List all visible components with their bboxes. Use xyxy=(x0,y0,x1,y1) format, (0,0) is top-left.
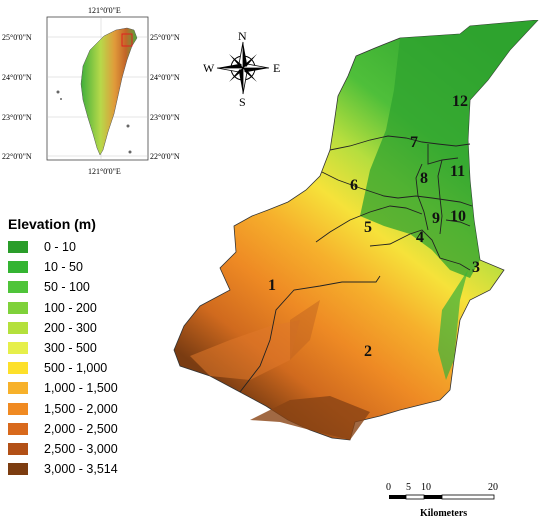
inset-lat-right-3: 22°0'0"N xyxy=(150,152,180,161)
scale-bar: 0 5 10 20 Kilometers xyxy=(386,482,498,519)
district-label-10: 10 xyxy=(450,208,466,225)
legend-swatch xyxy=(8,402,28,415)
legend-label: 200 - 300 xyxy=(44,320,97,335)
legend-item: 1,500 - 2,000 xyxy=(8,399,118,419)
elevation-legend: 0 - 10 10 - 50 50 - 100 100 - 200 200 - 300 3… xyxy=(8,237,118,479)
legend-swatch xyxy=(8,241,28,254)
compass-e: E xyxy=(273,61,280,75)
inset-lat-left-2: 23°0'0"N xyxy=(2,113,32,122)
legend-item: 0 - 10 xyxy=(8,237,118,257)
legend-item: 10 - 50 xyxy=(8,257,118,277)
legend-label: 2,500 - 3,000 xyxy=(44,441,118,456)
legend-title: Elevation (m) xyxy=(8,216,96,232)
legend-swatch xyxy=(8,362,28,375)
coastal-plain xyxy=(360,20,538,278)
inset-map: 121°0'0"E 121°0'0"E 25°0'0"N 24°0'0"N 23… xyxy=(2,6,180,176)
inset-lat-left-0: 25°0'0"N xyxy=(2,33,32,42)
legend-label: 300 - 500 xyxy=(44,341,97,356)
scale-tick-20: 20 xyxy=(488,482,498,493)
scale-tick-0: 0 xyxy=(386,482,391,493)
green-island xyxy=(126,124,130,128)
legend-swatch xyxy=(8,382,28,395)
compass-n: N xyxy=(238,30,247,43)
legend-label: 0 - 10 xyxy=(44,240,76,255)
legend-label: 500 - 1,000 xyxy=(44,361,108,376)
compass-rose: N S E W xyxy=(203,30,280,108)
inset-bottom-lon-label: 121°0'0"E xyxy=(88,167,121,176)
legend-swatch xyxy=(8,281,28,294)
district-boundaries xyxy=(239,135,473,393)
legend-label: 1,000 - 1,500 xyxy=(44,381,118,396)
district-label-3: 3 xyxy=(472,259,480,276)
district-label-12: 12 xyxy=(452,93,468,110)
legend-swatch xyxy=(8,321,28,334)
legend-item: 50 - 100 xyxy=(8,277,118,297)
district-label-1: 1 xyxy=(268,277,276,294)
penghu-islands xyxy=(56,90,60,94)
legend-swatch xyxy=(8,442,28,455)
district-label-2: 2 xyxy=(364,343,372,360)
district-label-7: 7 xyxy=(410,134,418,151)
taiwan-island xyxy=(80,27,138,156)
district-label-9: 9 xyxy=(432,210,440,227)
legend-item: 500 - 1,000 xyxy=(8,358,118,378)
study-area-marker xyxy=(121,33,133,47)
inset-lat-right-2: 23°0'0"N xyxy=(150,113,180,122)
legend-label: 2,000 - 2,500 xyxy=(44,421,118,436)
district-label-11: 11 xyxy=(450,163,465,180)
legend-item: 100 - 200 xyxy=(8,298,118,318)
legend-label: 3,000 - 3,514 xyxy=(44,462,118,477)
inset-lat-left-1: 24°0'0"N xyxy=(2,73,32,82)
scale-unit: Kilometers xyxy=(420,508,467,519)
legend-swatch xyxy=(8,261,28,274)
legend-item: 200 - 300 xyxy=(8,318,118,338)
legend-label: 100 - 200 xyxy=(44,300,97,315)
legend-swatch xyxy=(8,342,28,355)
legend-swatch xyxy=(8,301,28,314)
elevation-map: 1 2 3 4 5 6 7 8 9 10 11 12 xyxy=(173,20,539,441)
legend-label: 10 - 50 xyxy=(44,260,83,275)
district-label-6: 6 xyxy=(350,177,358,194)
compass-s: S xyxy=(239,95,246,108)
district-label-8: 8 xyxy=(420,170,428,187)
compass-w: W xyxy=(203,61,215,75)
legend-item: 1,000 - 1,500 xyxy=(8,378,118,398)
orchid-island xyxy=(128,150,132,154)
legend-item: 3,000 - 3,514 xyxy=(8,459,118,479)
legend-label: 50 - 100 xyxy=(44,280,90,295)
legend-swatch xyxy=(8,422,28,435)
district-label-5: 5 xyxy=(364,219,372,236)
legend-swatch xyxy=(8,463,28,476)
high-mountains xyxy=(250,396,370,440)
scale-tick-10: 10 xyxy=(421,482,431,493)
legend-item: 2,500 - 3,000 xyxy=(8,439,118,459)
inset-lat-left-3: 22°0'0"N xyxy=(2,152,32,161)
inset-lat-right-1: 24°0'0"N xyxy=(150,73,180,82)
legend-label: 1,500 - 2,000 xyxy=(44,401,118,416)
inset-top-lon-label: 121°0'0"E xyxy=(88,6,121,15)
legend-item: 2,000 - 2,500 xyxy=(8,419,118,439)
scale-tick-5: 5 xyxy=(406,482,411,493)
legend-item: 300 - 500 xyxy=(8,338,118,358)
district-label-4: 4 xyxy=(416,229,424,246)
inset-lat-right-0: 25°0'0"N xyxy=(150,33,180,42)
